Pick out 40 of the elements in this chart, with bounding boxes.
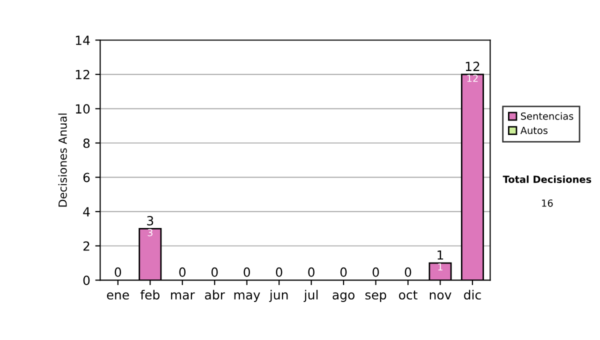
x-tick-label: mar bbox=[171, 292, 195, 300]
y-tick-label: 4 bbox=[83, 207, 90, 216]
x-tick-label: dic bbox=[464, 290, 481, 300]
x-tick-label: oct bbox=[398, 290, 418, 300]
x-tick-label: nov bbox=[430, 292, 452, 300]
legend-label: Sentencias bbox=[521, 112, 574, 120]
text: Total Decisiones bbox=[502, 175, 592, 184]
total-label: 0 bbox=[211, 267, 218, 277]
total-label: 0 bbox=[372, 267, 379, 277]
total-label: 1 bbox=[438, 250, 444, 260]
data-label: 3 bbox=[148, 228, 152, 236]
total-label: 0 bbox=[114, 267, 122, 277]
total-label: 0 bbox=[179, 267, 186, 277]
y-tick-label: 14 bbox=[76, 36, 90, 45]
x-tick-label: jun bbox=[269, 290, 288, 302]
x-tick-label: abr bbox=[205, 290, 225, 300]
x-tick-label: ene bbox=[106, 292, 129, 300]
y-tick-label: 6 bbox=[83, 172, 90, 182]
y-tick-label: 10 bbox=[76, 104, 90, 114]
x-tick-label: jul bbox=[304, 290, 318, 302]
y-tick-label: 0 bbox=[83, 276, 90, 286]
data-label: 12 bbox=[467, 74, 478, 82]
y-axis-title: Decisiones Anual bbox=[58, 114, 67, 207]
x-tick-label: feb bbox=[140, 290, 160, 300]
total-label: 0 bbox=[340, 267, 347, 277]
data-label: 1 bbox=[438, 263, 442, 270]
total-label: 3 bbox=[147, 216, 154, 226]
total-label: 0 bbox=[404, 267, 412, 277]
total-label: 0 bbox=[244, 267, 250, 277]
legend-label: Autos bbox=[520, 126, 548, 134]
text: 16 bbox=[542, 199, 553, 207]
x-tick-label: ago bbox=[332, 292, 354, 302]
y-tick-label: 2 bbox=[83, 241, 90, 251]
total-label: 0 bbox=[308, 267, 314, 277]
y-tick-label: 12 bbox=[76, 70, 90, 80]
total-label: 0 bbox=[276, 267, 282, 277]
y-tick-label: 8 bbox=[83, 138, 90, 148]
total-label: 12 bbox=[466, 62, 480, 71]
x-tick-label: sep bbox=[365, 292, 386, 302]
x-tick-label: may bbox=[234, 292, 260, 302]
